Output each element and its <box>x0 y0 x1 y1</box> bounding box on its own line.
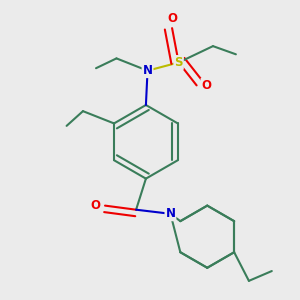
Text: O: O <box>167 12 177 25</box>
Text: N: N <box>165 207 176 220</box>
Text: O: O <box>90 199 100 212</box>
Text: S: S <box>174 56 183 69</box>
Text: O: O <box>201 79 212 92</box>
Text: N: N <box>142 64 152 77</box>
